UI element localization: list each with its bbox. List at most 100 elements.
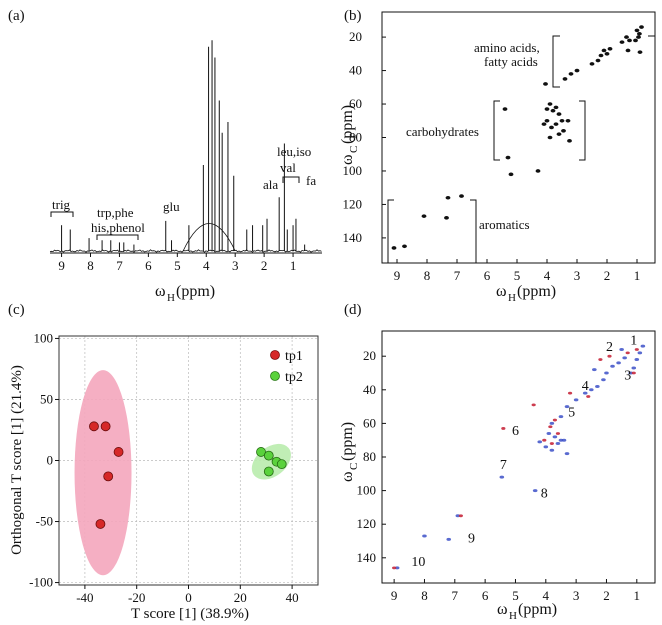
x-tick-label: -40 (76, 590, 93, 605)
spectrum-area (49, 40, 322, 253)
x-axis-label: ω H (ppm) (496, 283, 556, 304)
annotation-trig: trig (52, 197, 71, 212)
blue-cross-peak (561, 438, 567, 442)
peak-label: 2 (606, 340, 613, 355)
red-cross-peak (542, 438, 547, 442)
y-tick-label: 60 (349, 96, 362, 111)
cross-peak (391, 246, 397, 250)
blue-cross-peak (582, 391, 588, 395)
x-tick-label: -20 (128, 590, 145, 605)
cross-peak (544, 118, 550, 123)
red-cross-peak (586, 395, 591, 398)
cross-peak (604, 52, 610, 56)
cross-peak (565, 118, 571, 123)
cross-peak (567, 139, 572, 143)
point-tp1 (100, 421, 111, 432)
cross-peak (556, 132, 562, 136)
peak-label: 8 (541, 486, 548, 501)
blue-cross-peak (601, 378, 606, 382)
bracket-aromatic (96, 234, 139, 240)
cross-peak (595, 58, 601, 63)
cross-peak (444, 216, 449, 220)
peak-label: 5 (568, 406, 575, 421)
legend-marker-tp2 (270, 371, 280, 381)
y-tick-label: 80 (363, 449, 376, 464)
blue-cross-peak (499, 475, 505, 479)
x-tick-label: 9 (394, 268, 401, 283)
y-tick-label: 40 (363, 382, 376, 397)
annotations: amino acids, fatty acids carbohydrates a… (387, 35, 655, 264)
cross-peak (619, 40, 625, 44)
blue-cross-peak (546, 431, 552, 435)
cross-peaks (391, 25, 644, 250)
y-tick-label: 20 (363, 348, 376, 363)
y-tick-label: 20 (349, 29, 362, 44)
blue-cross-peak (552, 435, 558, 439)
red-cross-peak (625, 351, 630, 355)
panel-b-hsqc-spectrum: (b) 9 8 7 6 5 4 3 2 1 20 40 60 80 100 120 140 ω H (ppm… (339, 8, 656, 304)
blue-cross-peak (532, 489, 538, 493)
baseline (49, 249, 322, 253)
x-tick-label: 3 (232, 258, 239, 273)
annotation-val: val (280, 160, 296, 175)
x-axis-label: T score [1] (38.9%) (131, 606, 249, 622)
x-tick-label: 20 (234, 590, 247, 605)
envelope (182, 223, 236, 252)
x-axis-label: ω H (ppm) (155, 283, 215, 304)
blue-cross-peak (543, 445, 549, 449)
cross-peak (627, 38, 632, 43)
cross-peak (562, 77, 568, 81)
score-points (89, 421, 287, 529)
point-tp2 (263, 450, 274, 461)
x-tick-label: 1 (634, 588, 641, 603)
y-axis-label: ω C (ppm) (339, 422, 360, 482)
cross-peak (553, 122, 559, 126)
point-tp2 (256, 447, 266, 457)
ellipse-tp1 (74, 370, 132, 576)
y-axis-ticks: 100 50 0 -50 -100 (29, 330, 59, 590)
panel-label: (a) (8, 8, 25, 24)
x-tick-label: 1 (290, 258, 297, 273)
y-tick-label: -50 (36, 514, 53, 529)
x-label-main: ω (496, 283, 507, 300)
grid-lines (59, 336, 318, 585)
peak-label: 1 (630, 333, 637, 348)
x-label-main: ω (497, 601, 508, 618)
point-tp2 (263, 466, 274, 477)
peak-label: 6 (512, 424, 519, 439)
cross-peak (624, 35, 629, 39)
red-cross-peak (607, 354, 612, 358)
x-label-unit: (ppm) (176, 283, 215, 300)
blue-cross-peak (558, 415, 564, 419)
peak-label: 9 (468, 532, 475, 547)
legend-label-tp1: tp1 (285, 349, 303, 364)
red-cross-peak (552, 418, 558, 422)
y-tick-label: -100 (29, 575, 53, 590)
cross-peak (634, 28, 640, 33)
cross-peak (549, 125, 554, 130)
blue-cross-peak (573, 398, 579, 402)
blue-cross-peak (631, 366, 637, 370)
bracket-trig (50, 211, 74, 217)
blue-cross-peak (604, 371, 609, 375)
cross-peak (535, 169, 541, 173)
x-tick-label: 6 (145, 258, 152, 273)
blue-cross-peak (634, 358, 640, 362)
x-tick-label: 7 (452, 588, 459, 603)
x-tick-label: 9 (391, 588, 398, 603)
red-cross-peak (555, 432, 561, 435)
cross-peak (547, 102, 553, 106)
blue-cross-peak (564, 452, 570, 456)
panel-label: (c) (8, 302, 25, 318)
x-tick-label: 8 (87, 258, 94, 273)
panel-c-opls-da-score-plot: (c) -40 -20 0 20 40 100 50 0 -50 -100 T score [1… (8, 302, 319, 622)
x-tick-label: 9 (58, 258, 65, 273)
legend-marker-tp1 (270, 350, 280, 360)
x-tick-label: 7 (116, 258, 123, 273)
cross-peak (633, 38, 638, 43)
panel-a-nmr-1d-spectrum: (a) 9 8 7 6 5 4 3 2 1 ω H (ppm) trig trp,phe his… (8, 8, 322, 304)
bracket-aro-right (470, 199, 477, 264)
blue-cross-peak (619, 347, 624, 351)
cross-peak (543, 82, 548, 86)
